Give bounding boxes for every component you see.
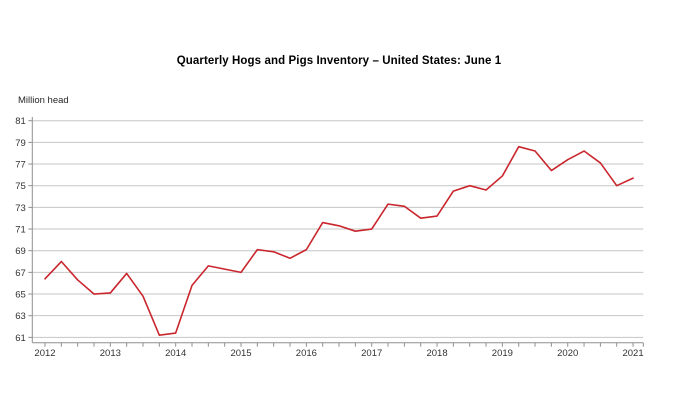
- x-tick-label: 2016: [296, 348, 317, 359]
- y-tick-label: 79: [15, 138, 26, 149]
- y-tick-label: 65: [15, 289, 26, 300]
- x-tick-label: 2020: [557, 348, 578, 359]
- y-tick-label: 73: [15, 203, 26, 214]
- y-tick-label: 69: [15, 246, 26, 257]
- y-tick-label: 81: [15, 116, 26, 127]
- x-tick-label: 2014: [165, 348, 186, 359]
- y-tick-label: 75: [15, 181, 26, 192]
- y-tick-label: 77: [15, 159, 26, 170]
- y-tick-label: 63: [15, 311, 26, 322]
- inventory-series-line: [44, 145, 634, 336]
- x-tick-label: 2015: [230, 348, 251, 359]
- chart-title: Quarterly Hogs and Pigs Inventory – Unit…: [176, 55, 502, 67]
- y-tick-label: 67: [15, 268, 26, 279]
- y-tick-label: 71: [15, 224, 26, 235]
- y-tick-label: 61: [15, 333, 26, 344]
- x-tick-label: 2013: [100, 348, 121, 359]
- x-tick-label: 2012: [34, 348, 55, 359]
- x-tick-label: 2017: [361, 348, 382, 359]
- y-axis-unit-label: Million head: [18, 95, 69, 106]
- x-tick-label: 2018: [426, 348, 447, 359]
- x-tick-label: 2019: [492, 348, 513, 359]
- x-tick-label: 2021: [622, 348, 643, 359]
